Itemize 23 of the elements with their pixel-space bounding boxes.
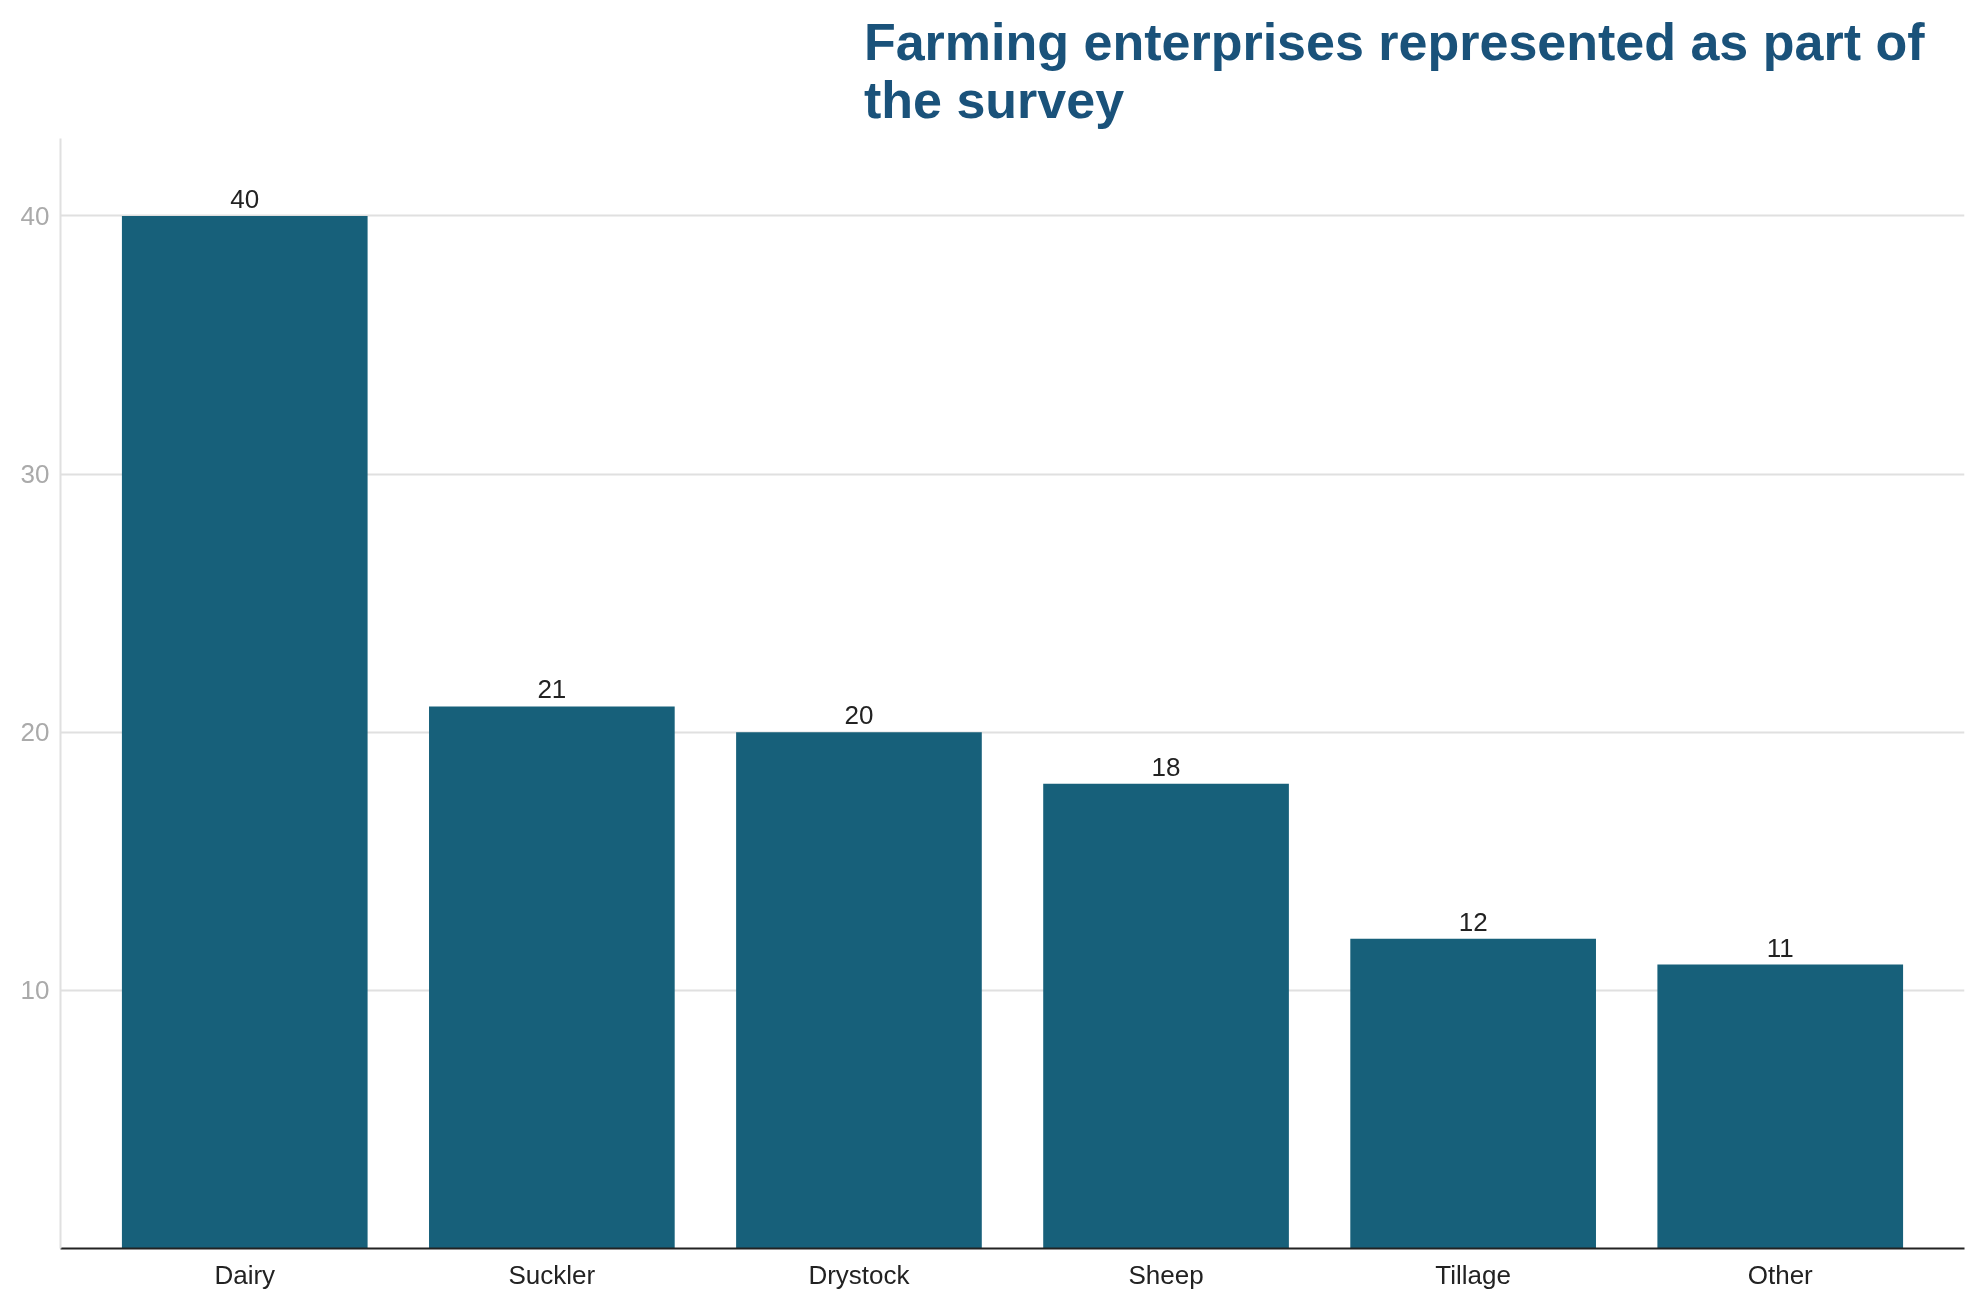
x-tick-label: Sheep: [1128, 1259, 1204, 1290]
data-label: 40: [230, 183, 260, 214]
data-label: 21: [537, 674, 567, 705]
bar: [429, 706, 675, 1249]
chart-title: Farming enterprises represented as part of the survey: [863, 12, 1926, 129]
x-tick-label: Tillage: [1435, 1259, 1511, 1290]
bar: [121, 215, 368, 1249]
bar: [1657, 964, 1904, 1249]
bar: [736, 732, 982, 1249]
y-tick-label: 40: [20, 200, 50, 231]
data-label: 18: [1151, 751, 1181, 782]
data-label: 11: [1766, 932, 1794, 963]
data-label: 12: [1458, 906, 1488, 937]
x-tick-label: Suckler: [508, 1259, 596, 1290]
data-label: 20: [844, 700, 874, 731]
x-tick-label: Drystock: [808, 1259, 911, 1290]
bar: [1043, 783, 1289, 1249]
x-tick-label: Other: [1747, 1259, 1814, 1290]
x-tick-label: Dairy: [214, 1259, 276, 1290]
y-tick-label: 20: [20, 717, 50, 748]
y-tick-label: 10: [20, 975, 50, 1006]
y-tick-label: 30: [20, 459, 50, 490]
bar: [1350, 938, 1596, 1249]
